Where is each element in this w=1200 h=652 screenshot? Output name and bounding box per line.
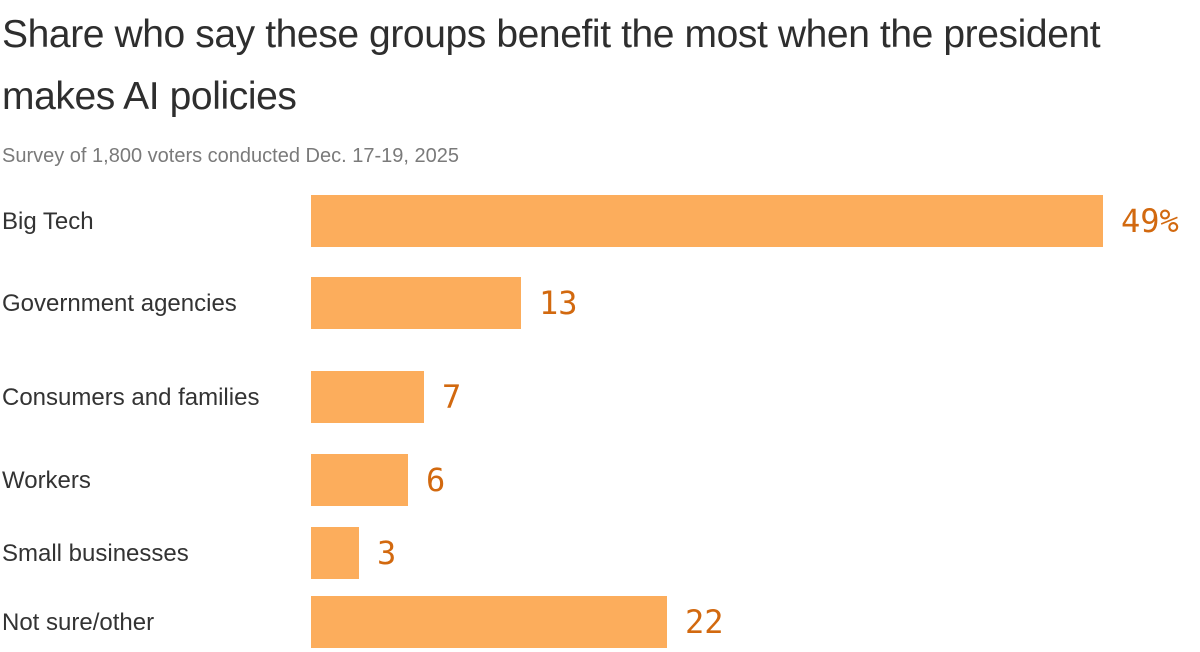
category-label: Not sure/other — [2, 608, 155, 636]
bar-row: Not sure/other 22 — [2, 596, 1200, 648]
bar-area: 3 — [311, 527, 1200, 579]
category-label: Consumers and families — [2, 383, 260, 411]
bar — [311, 277, 521, 329]
bar-area: 6 — [311, 454, 1200, 506]
category-label: Small businesses — [2, 539, 189, 567]
bar-area: 13 — [311, 277, 1200, 329]
bar — [311, 527, 359, 579]
category-label: Big Tech — [2, 207, 94, 235]
bar-chart: Big Tech 49% Government agencies 13 Cons… — [2, 195, 1200, 648]
category-label: Workers — [2, 466, 91, 494]
chart-subtitle: Survey of 1,800 voters conducted Dec. 17… — [2, 145, 459, 167]
value-label: 7 — [442, 378, 462, 416]
bar-area: 7 — [311, 371, 1200, 423]
bar — [311, 195, 1103, 247]
bar-row: Government agencies 13 — [2, 277, 1200, 329]
value-label: 3 — [377, 534, 397, 572]
bar-row: Workers 6 — [2, 454, 1200, 506]
value-label: 6 — [426, 461, 446, 499]
bar — [311, 596, 667, 648]
bar-row: Small businesses 3 — [2, 527, 1200, 579]
bar — [311, 454, 408, 506]
bar-row: Big Tech 49% — [2, 195, 1200, 247]
bar-row: Consumers and families 7 — [2, 371, 1200, 423]
value-label: 13 — [539, 284, 578, 322]
chart-title: Share who say these groups benefit the m… — [2, 13, 1101, 118]
value-label: 49% — [1121, 202, 1179, 240]
bar-area: 22 — [311, 596, 1200, 648]
bar-area: 49% — [311, 195, 1200, 247]
category-label: Government agencies — [2, 289, 237, 317]
value-label: 22 — [685, 603, 724, 641]
bar — [311, 371, 424, 423]
